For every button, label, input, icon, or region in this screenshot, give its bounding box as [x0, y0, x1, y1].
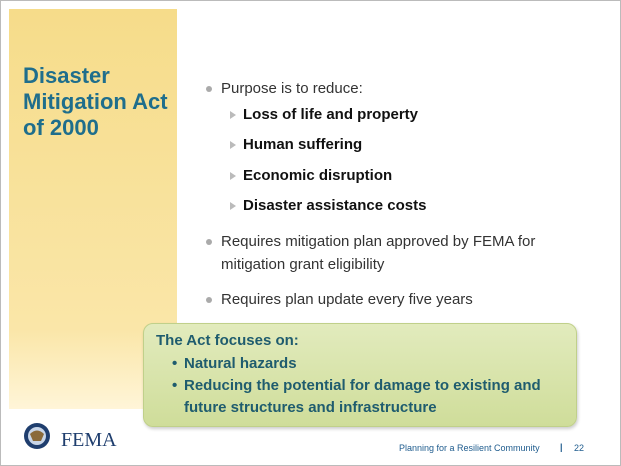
slide-title: Disaster Mitigation Act of 2000	[23, 63, 168, 140]
bullet: Requires plan update every five years	[206, 288, 593, 311]
sub-bullet: Human suffering	[229, 136, 363, 153]
sub-bullet: Loss of life and property	[229, 106, 419, 123]
bullet: Purpose is to reduce:	[206, 77, 593, 100]
fema-seal	[24, 423, 50, 449]
footer-text: Planning for a Resilient Community	[399, 443, 540, 453]
sub-bullet: Disaster assistance costs	[229, 197, 427, 214]
callout-box: The Act focuses on: Natural hazards Redu…	[143, 323, 577, 427]
callout-item: Reducing the potential for damage to exi…	[172, 375, 569, 419]
footer-separator: |	[560, 442, 563, 452]
callout-heading: The Act focuses on:	[156, 332, 299, 349]
callout-item: Natural hazards	[172, 353, 569, 375]
fema-logo-text: FEMA	[61, 429, 117, 451]
sub-bullet: Economic disruption	[229, 167, 393, 184]
bullet: Requires mitigation plan approved by FEM…	[206, 230, 593, 276]
page-number: 22	[574, 443, 585, 453]
